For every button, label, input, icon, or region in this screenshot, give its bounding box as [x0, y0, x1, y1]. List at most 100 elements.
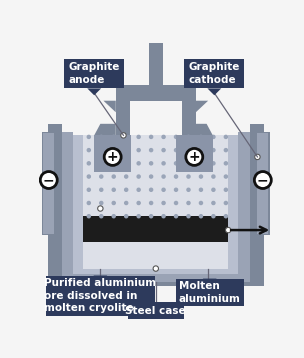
Circle shape: [224, 202, 227, 204]
Circle shape: [174, 188, 178, 191]
Circle shape: [212, 188, 215, 191]
Circle shape: [150, 215, 153, 218]
Circle shape: [150, 202, 153, 204]
Circle shape: [104, 149, 121, 165]
Bar: [176, 279, 244, 306]
Bar: [62, 274, 250, 282]
Bar: [182, 101, 196, 135]
Circle shape: [137, 149, 140, 152]
Text: Graphite
anode: Graphite anode: [68, 62, 120, 85]
Circle shape: [224, 149, 227, 152]
Circle shape: [187, 162, 190, 165]
Circle shape: [212, 175, 215, 178]
Circle shape: [125, 135, 128, 139]
Bar: [48, 124, 62, 286]
Circle shape: [212, 135, 215, 139]
Circle shape: [199, 135, 202, 139]
Circle shape: [125, 149, 128, 152]
Circle shape: [212, 162, 215, 165]
Polygon shape: [93, 276, 107, 282]
Circle shape: [186, 149, 203, 165]
Text: −: −: [43, 173, 55, 187]
Circle shape: [100, 215, 103, 218]
Bar: [83, 216, 228, 242]
Circle shape: [125, 202, 128, 204]
Circle shape: [162, 215, 165, 218]
Polygon shape: [203, 279, 217, 286]
Bar: [257, 133, 268, 234]
Bar: [250, 124, 264, 286]
Circle shape: [199, 202, 202, 204]
Circle shape: [187, 215, 190, 218]
Circle shape: [174, 162, 178, 165]
Circle shape: [125, 215, 128, 218]
Bar: [94, 135, 131, 172]
Text: +: +: [188, 150, 200, 164]
Circle shape: [224, 175, 227, 178]
Circle shape: [125, 188, 128, 191]
Circle shape: [150, 175, 153, 178]
Circle shape: [224, 162, 227, 165]
Bar: [48, 274, 264, 286]
Circle shape: [224, 188, 227, 191]
Bar: [184, 59, 244, 88]
Circle shape: [199, 149, 202, 152]
Circle shape: [162, 202, 165, 204]
Bar: [43, 133, 54, 234]
Circle shape: [137, 215, 140, 218]
Polygon shape: [87, 88, 101, 95]
Circle shape: [199, 215, 202, 218]
Circle shape: [212, 202, 215, 204]
Circle shape: [137, 162, 140, 165]
Circle shape: [150, 162, 153, 165]
Circle shape: [199, 162, 202, 165]
Bar: [73, 268, 238, 274]
Circle shape: [137, 175, 140, 178]
Circle shape: [100, 149, 103, 152]
Circle shape: [162, 188, 165, 191]
Circle shape: [199, 188, 202, 191]
Polygon shape: [149, 303, 163, 309]
Circle shape: [100, 188, 103, 191]
Circle shape: [212, 215, 215, 218]
Circle shape: [199, 175, 202, 178]
Circle shape: [100, 135, 103, 139]
Text: +: +: [107, 150, 119, 164]
Bar: [64, 59, 124, 88]
Polygon shape: [207, 88, 221, 95]
Circle shape: [150, 188, 153, 191]
Polygon shape: [103, 101, 116, 112]
Bar: [116, 85, 196, 101]
Circle shape: [174, 175, 178, 178]
Bar: [62, 131, 73, 282]
Circle shape: [121, 133, 126, 138]
Bar: [128, 303, 184, 319]
Circle shape: [187, 149, 190, 152]
Circle shape: [125, 175, 128, 178]
Circle shape: [226, 227, 231, 233]
Polygon shape: [196, 124, 213, 135]
Bar: [228, 135, 238, 274]
Circle shape: [137, 188, 140, 191]
Circle shape: [100, 162, 103, 165]
Circle shape: [112, 188, 115, 191]
Circle shape: [174, 215, 178, 218]
Polygon shape: [196, 101, 208, 112]
Circle shape: [98, 206, 103, 211]
Bar: [238, 131, 250, 282]
Circle shape: [40, 171, 57, 189]
Circle shape: [112, 149, 115, 152]
Circle shape: [162, 149, 165, 152]
Circle shape: [137, 202, 140, 204]
Circle shape: [224, 135, 227, 139]
Circle shape: [87, 149, 90, 152]
Circle shape: [254, 171, 271, 189]
Circle shape: [100, 175, 103, 178]
Bar: [256, 131, 270, 236]
Circle shape: [174, 149, 178, 152]
Bar: [42, 131, 56, 236]
Circle shape: [150, 149, 153, 152]
Circle shape: [112, 215, 115, 218]
Circle shape: [174, 135, 178, 139]
Circle shape: [162, 135, 165, 139]
